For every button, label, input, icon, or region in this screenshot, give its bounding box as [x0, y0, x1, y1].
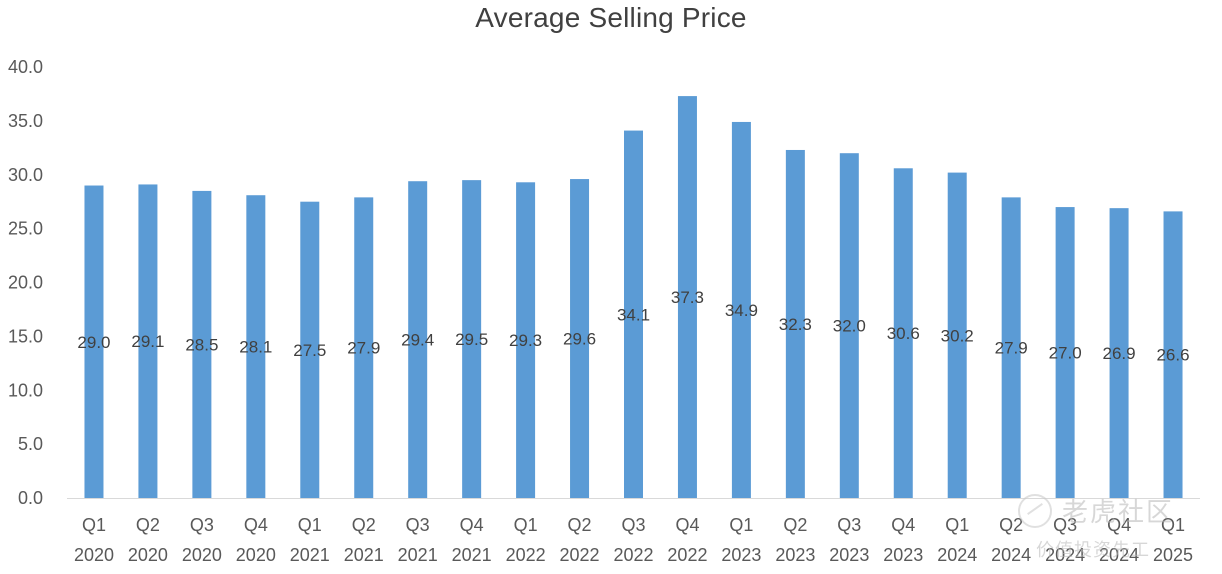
x-tick-label-quarter: Q4: [891, 515, 915, 535]
x-tick-label-quarter: Q2: [136, 515, 160, 535]
x-tick-label-year: 2024: [937, 545, 977, 565]
data-label: 37.3: [671, 288, 704, 307]
x-tick-label-quarter: Q2: [783, 515, 807, 535]
x-tick-label-year: 2025: [1153, 545, 1193, 565]
data-label: 29.5: [455, 330, 488, 349]
x-tick-label-quarter: Q4: [675, 515, 699, 535]
data-label: 29.3: [509, 331, 542, 350]
y-tick-label: 35.0: [8, 111, 43, 131]
data-label: 26.9: [1103, 344, 1136, 363]
x-tick-label-year: 2022: [560, 545, 600, 565]
bar: [408, 181, 428, 498]
data-label: 28.5: [185, 335, 218, 354]
data-label: 28.1: [239, 338, 272, 357]
x-tick-label-year: 2023: [775, 545, 815, 565]
data-label: 32.0: [833, 317, 866, 336]
x-tick-label-quarter: Q1: [945, 515, 969, 535]
x-tick-label-year: 2020: [74, 545, 114, 565]
bar: [947, 172, 967, 498]
data-label: 27.5: [293, 341, 326, 360]
data-label: 30.2: [941, 326, 974, 345]
x-tick-label-quarter: Q4: [244, 515, 268, 535]
bar: [677, 96, 697, 498]
bar: [1163, 211, 1183, 498]
y-tick-label: 40.0: [8, 57, 43, 77]
x-tick-label-quarter: Q1: [514, 515, 538, 535]
x-tick-label-year: 2021: [344, 545, 384, 565]
bar: [462, 180, 482, 498]
y-tick-label: 30.0: [8, 165, 43, 185]
y-tick-label: 0.0: [18, 488, 43, 508]
data-label: 30.6: [887, 324, 920, 343]
x-tick-label-year: 2022: [667, 545, 707, 565]
bar: [893, 168, 913, 498]
x-tick-label-year: 2024: [1099, 545, 1139, 565]
x-tick-label-year: 2020: [128, 545, 168, 565]
bar: [731, 121, 751, 498]
bar: [84, 185, 104, 498]
data-label: 29.1: [131, 332, 164, 351]
x-tick-label-year: 2023: [721, 545, 761, 565]
y-tick-label: 20.0: [8, 273, 43, 293]
bar: [138, 184, 158, 498]
x-tick-label-year: 2020: [236, 545, 276, 565]
x-tick-label-year: 2022: [613, 545, 653, 565]
data-label: 29.0: [77, 333, 110, 352]
x-tick-label-year: 2021: [290, 545, 330, 565]
x-tick-label-quarter: Q3: [406, 515, 430, 535]
x-tick-label-quarter: Q3: [837, 515, 861, 535]
y-tick-label: 15.0: [8, 326, 43, 346]
data-label: 34.9: [725, 301, 758, 320]
bar: [1055, 207, 1075, 498]
x-tick-label-year: 2024: [991, 545, 1031, 565]
x-tick-label-quarter: Q3: [621, 515, 645, 535]
x-tick-label-year: 2021: [398, 545, 438, 565]
x-tick-label-year: 2021: [452, 545, 492, 565]
x-tick-label-year: 2023: [829, 545, 869, 565]
y-tick-label: 5.0: [18, 434, 43, 454]
x-tick-label-quarter: Q2: [999, 515, 1023, 535]
bar: [354, 197, 374, 498]
data-label: 29.4: [401, 331, 434, 350]
bar: [516, 182, 536, 499]
bar: [192, 190, 212, 498]
y-tick-label: 10.0: [8, 380, 43, 400]
x-tick-label-quarter: Q3: [1053, 515, 1077, 535]
bar: [570, 179, 590, 498]
x-tick-label-quarter: Q4: [460, 515, 484, 535]
x-tick-label-quarter: Q1: [1161, 515, 1185, 535]
data-label: 27.9: [995, 339, 1028, 358]
x-tick-label-year: 2024: [1045, 545, 1085, 565]
chart-title: Average Selling Price: [475, 2, 747, 33]
x-tick-label-quarter: Q2: [568, 515, 592, 535]
data-label: 32.3: [779, 315, 812, 334]
x-tick-label-quarter: Q1: [82, 515, 106, 535]
bar: [839, 153, 859, 498]
x-tick-label-quarter: Q2: [352, 515, 376, 535]
bar: [1001, 197, 1021, 498]
x-tick-label-year: 2023: [883, 545, 923, 565]
data-label: 34.1: [617, 305, 650, 324]
data-label: 26.6: [1156, 346, 1189, 365]
data-label: 27.9: [347, 339, 380, 358]
x-tick-label-quarter: Q1: [298, 515, 322, 535]
x-tick-label-quarter: Q1: [729, 515, 753, 535]
bar: [1109, 208, 1129, 498]
data-label: 29.6: [563, 330, 596, 349]
y-tick-label: 25.0: [8, 219, 43, 239]
x-tick-label-quarter: Q3: [190, 515, 214, 535]
bar: [624, 130, 643, 498]
bar: [300, 201, 320, 498]
bar: [246, 195, 266, 498]
x-tick-label-year: 2020: [182, 545, 222, 565]
x-tick-label-year: 2022: [506, 545, 546, 565]
bar: [785, 149, 805, 498]
data-label: 27.0: [1049, 344, 1082, 363]
x-tick-label-quarter: Q4: [1107, 515, 1131, 535]
